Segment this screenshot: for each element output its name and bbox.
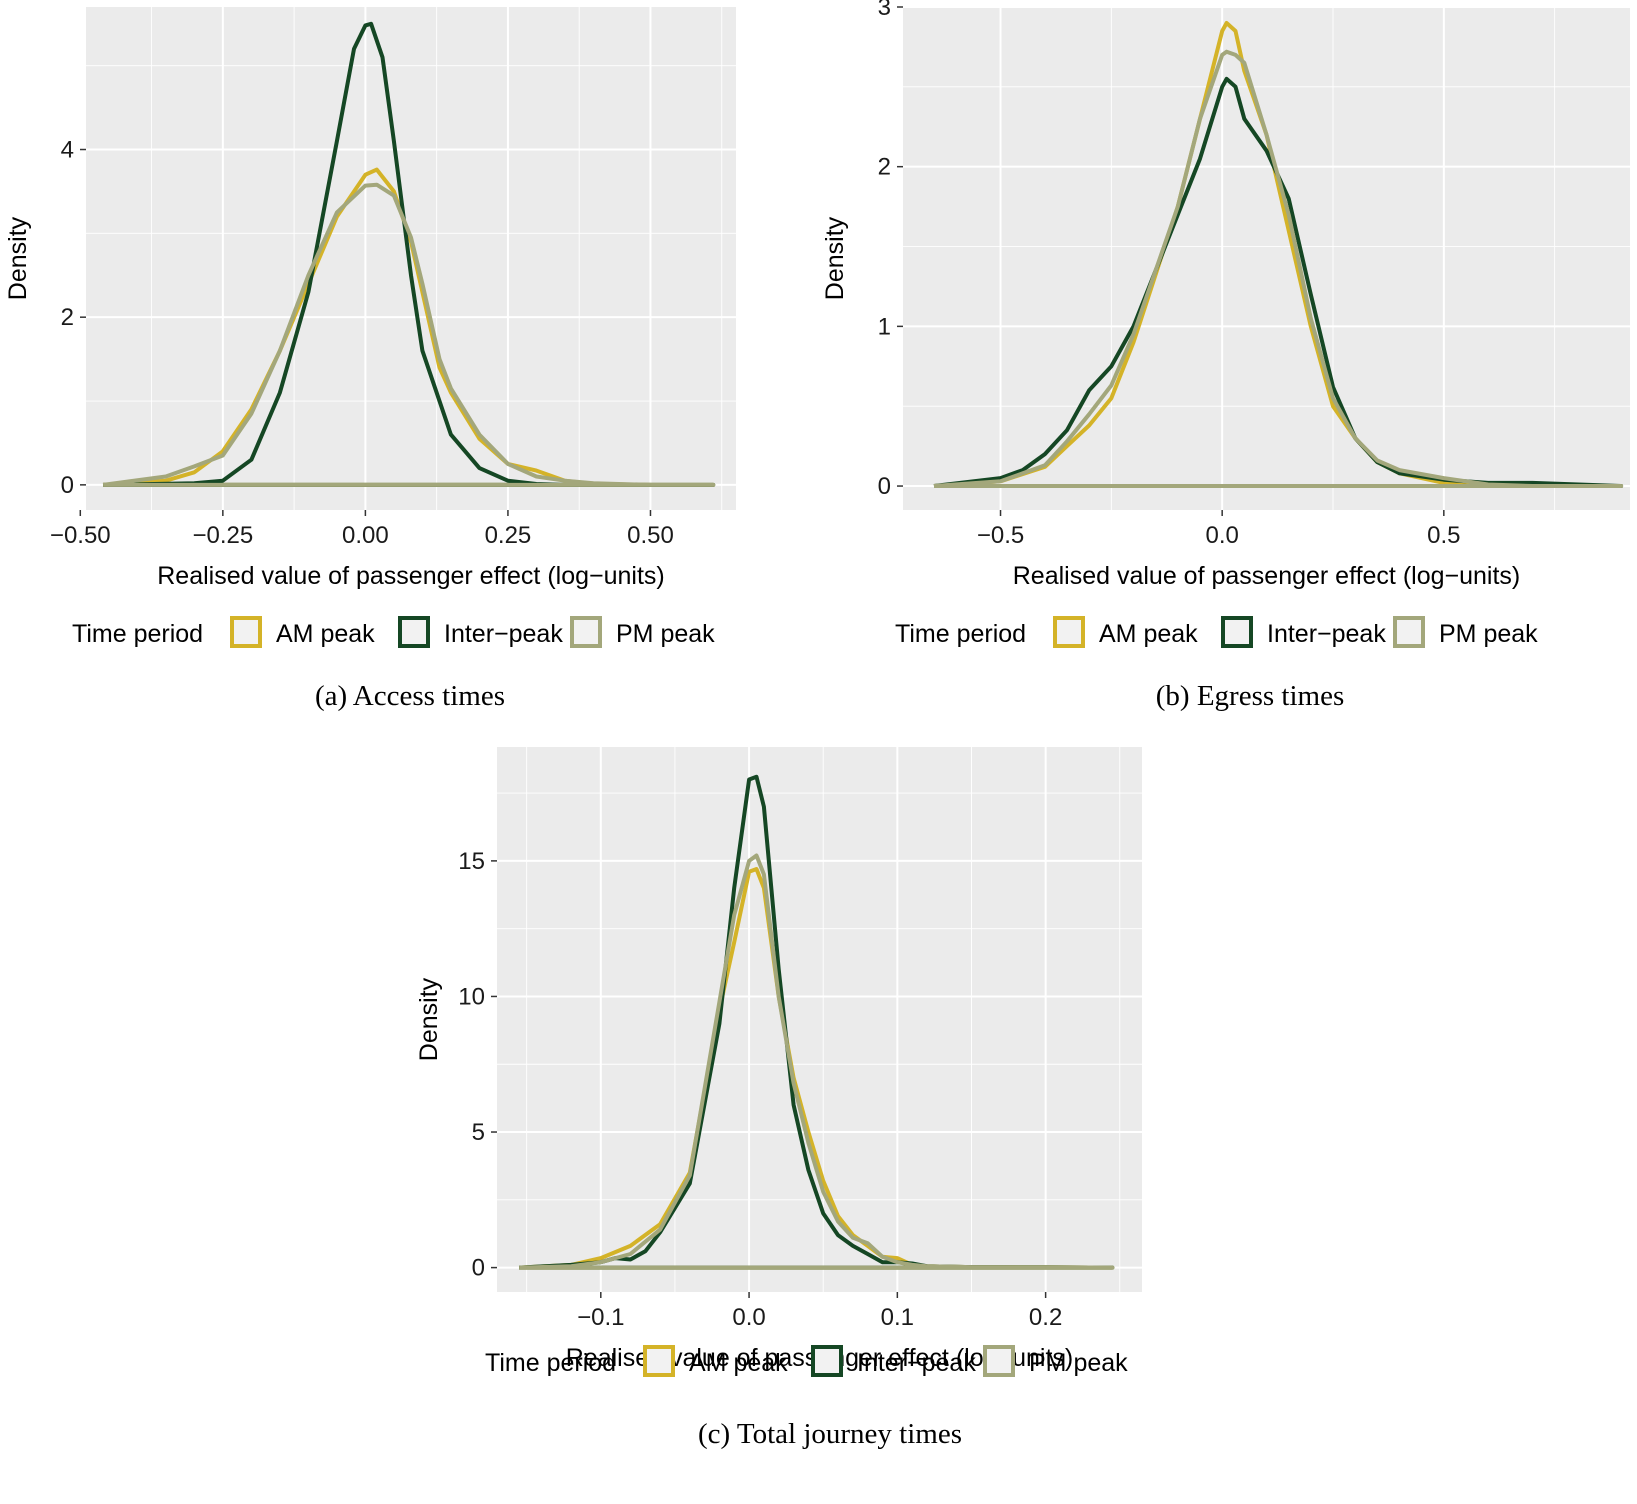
legend-title: Time period (895, 620, 1026, 648)
legend-label: PM peak (1029, 1349, 1128, 1377)
legend-key-am-peak (1053, 616, 1085, 648)
panel-access: −0.50 −0.25 0.00 0.25 0.50 0 2 4 Realised value … (0, 0, 750, 660)
legend-label: PM peak (1439, 620, 1538, 648)
plot-background (86, 7, 736, 510)
x-axis-label: Realised value of passenger effect (log−… (157, 562, 664, 590)
legend-label: AM peak (689, 1349, 788, 1377)
x-axis-label: Realised value of passenger effect (log−… (1013, 562, 1520, 590)
legend-key-pm-peak (1393, 616, 1425, 648)
legend-label: PM peak (616, 620, 715, 648)
x-tick-label: 0.00 (342, 522, 389, 549)
y-tick-label: 2 (878, 154, 891, 181)
y-tick-label: 3 (878, 0, 891, 21)
x-tick-label: 0.0 (732, 1304, 765, 1331)
legend: Time period AM peak Inter−peak PM peak (895, 616, 1538, 648)
legend-key-inter-peak (398, 616, 430, 648)
legend-key-inter-peak (811, 1345, 843, 1377)
x-tick-label: −0.25 (192, 522, 253, 549)
y-tick-label: 15 (458, 848, 485, 875)
legend-key-pm-peak (983, 1345, 1015, 1377)
y-axis-label: Density (415, 977, 443, 1061)
y-tick-label: 0 (878, 473, 891, 500)
legend: Time period AM peak Inter−peak PM peak (72, 616, 715, 648)
density-line-pm-peak (102, 182, 716, 487)
caption-egress: (b) Egress times (1155, 680, 1345, 712)
legend-key-pm-peak (570, 616, 602, 648)
density-line-am-peak (933, 21, 1624, 488)
y-tick-label: 0 (61, 472, 74, 499)
legend-key-am-peak (643, 1345, 675, 1377)
caption-total: (c) Total journey times (697, 1418, 962, 1450)
x-tick-label: 0.25 (485, 522, 532, 549)
panel-egress: −0.5 0.0 0.5 0 1 2 3 Realised value of passenge… (820, 0, 1637, 660)
caption-access: (a) Access times (314, 680, 506, 712)
legend-label: AM peak (276, 620, 375, 648)
density-line-pm-peak (933, 49, 1624, 488)
legend-label: AM peak (1099, 620, 1198, 648)
legend-label: Inter−peak (444, 620, 563, 648)
chart-egress: −0.5 0.0 0.5 0 1 2 3 Realised value of passenge… (821, 0, 1630, 648)
x-tick-label: 0.50 (627, 522, 674, 549)
x-tick-label: 0.1 (881, 1304, 914, 1331)
y-axis-label: Density (4, 216, 32, 300)
legend-title: Time period (485, 1349, 616, 1377)
x-tick-label: 0.2 (1029, 1304, 1062, 1331)
x-tick-label: −0.1 (577, 1304, 624, 1331)
x-tick-label: 0.0 (1205, 522, 1238, 549)
x-tick-label: −0.5 (977, 522, 1024, 549)
x-tick-label: −0.50 (50, 522, 111, 549)
legend-key-inter-peak (1221, 616, 1253, 648)
chart-access: −0.50 −0.25 0.00 0.25 0.50 0 2 4 Realised value … (4, 7, 736, 648)
legend-title: Time period (72, 620, 203, 648)
y-tick-label: 0 (472, 1255, 485, 1282)
legend-key-am-peak (230, 616, 262, 648)
plot-background (903, 7, 1630, 510)
y-tick-label: 1 (878, 313, 891, 340)
legend-label: Inter−peak (857, 1349, 976, 1377)
x-tick-label: 0.5 (1427, 522, 1460, 549)
density-line-pm-peak (519, 853, 1115, 1270)
y-tick-label: 4 (61, 137, 74, 164)
y-axis-label: Density (821, 216, 849, 300)
legend: Time period AM peak Inter−peak PM peak (485, 1345, 1128, 1377)
y-tick-label: 5 (472, 1119, 485, 1146)
y-tick-label: 2 (61, 304, 74, 331)
y-tick-label: 10 (458, 983, 485, 1010)
legend-label: Inter−peak (1267, 620, 1386, 648)
